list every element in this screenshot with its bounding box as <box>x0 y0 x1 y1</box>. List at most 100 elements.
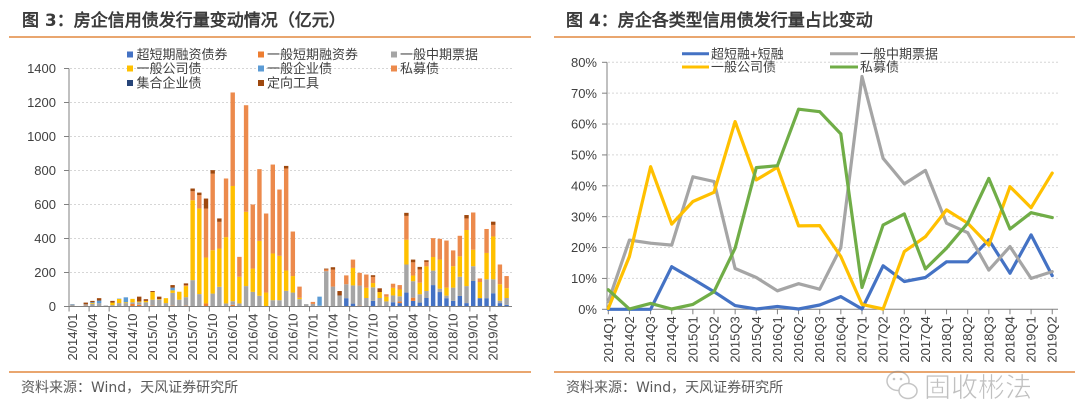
bar-segment-corporate-bond <box>504 288 509 298</box>
data-point-mtn: 2018Q1: 27.9% <box>945 221 948 225</box>
data-point-mtn: 2018Q2: 24.8% <box>966 231 970 235</box>
bar-segment-directional-tool <box>157 296 162 300</box>
bar-segment-mtn <box>370 287 376 301</box>
bar-segment-corporate-bond <box>290 276 296 293</box>
bar-segment-super-short-cp <box>477 298 483 307</box>
data-point-mtn: 2017Q2: 48.9% <box>881 156 885 160</box>
bar-segment-directional-tool <box>197 192 202 196</box>
bar-segment-super-short-cp <box>457 295 463 307</box>
bar-stack: 2017/11 <box>377 288 382 307</box>
bar-segment-corporate-bond <box>397 289 402 297</box>
bar-stack: 2017/08 <box>357 272 362 307</box>
data-point-mtn: 2018Q4: 20.3% <box>1008 245 1012 249</box>
bar-segment-mtn <box>384 301 389 307</box>
bar-segment-mtn <box>390 295 396 303</box>
bar-segment-private-placement <box>297 286 302 298</box>
x-tick-label: 2016Q3 <box>812 316 827 362</box>
bar-segment-super-short-cp <box>491 293 496 307</box>
bar-stack: 2017/02 <box>317 296 322 307</box>
bar-segment-private-placement <box>250 204 255 269</box>
bar-stack: 2015/01 <box>150 291 155 307</box>
bar-segment-corporate-bond <box>203 257 209 304</box>
data-point-private-placement: 2017Q4: 13.1% <box>924 267 927 271</box>
x-tick-label: 2014Q1 <box>601 316 616 362</box>
bar-segment-mtn <box>450 287 456 301</box>
data-point-corporate-bond: 2017Q2: 0.1% <box>881 307 885 311</box>
bar-segment-mtn <box>123 303 129 307</box>
bar-segment-super-short-cp <box>450 300 456 307</box>
data-point-mtn: 2015Q1: 42.9% <box>691 175 695 179</box>
bar-segment-mtn <box>424 291 429 298</box>
bar-stack: 2015/05 <box>177 291 182 307</box>
bar-segment-private-placement <box>270 164 275 254</box>
data-point-corporate-bond: 2018Q3: 20.8% <box>987 243 991 247</box>
y-tick-label: 400 <box>34 231 56 246</box>
x-tick-label: 2014Q2 <box>622 316 637 362</box>
bar-segment-corporate-bond <box>283 270 289 291</box>
bar-segment-corporate-bond <box>110 302 115 306</box>
data-point-mtn: 2017Q1: 75.4% <box>860 75 864 78</box>
bar-segment-corporate-bond <box>183 286 189 298</box>
bar-segment-directional-tool <box>337 291 342 296</box>
x-tick-label: 2015/01 <box>145 314 160 361</box>
bar-stack: 2016/12 <box>304 304 309 307</box>
bar-segment-mtn <box>116 303 122 307</box>
legend-swatch <box>258 80 264 86</box>
bar-segment-super-short-cp <box>484 298 489 307</box>
bar-segment-mtn <box>197 294 202 307</box>
bar-segment-corporate-bond <box>230 185 235 302</box>
legend-item: 定向工具 <box>258 76 319 91</box>
data-point-corporate-bond: 2014Q3: 46.2% <box>649 165 652 169</box>
bar-segment-super-short-cp <box>424 298 429 307</box>
bar-segment-corporate-bond <box>197 208 202 295</box>
left-title-divider <box>9 36 531 38</box>
bar-stack: 2016/06 <box>263 213 269 307</box>
bar-stack: 2018/05 <box>417 266 422 307</box>
data-point-mtn: 2014Q3: 21.4% <box>649 241 652 245</box>
bar-segment-corporate-bond <box>390 287 396 296</box>
bar-segment-corporate-bond <box>270 253 275 301</box>
bar-segment-mtn <box>430 270 436 286</box>
bar-segment-private-placement <box>491 224 496 237</box>
bar-stack: 2015/09 <box>203 198 209 307</box>
bar-segment-directional-tool <box>324 268 329 270</box>
bar-segment-enterprise-bond <box>90 302 95 304</box>
bar-segment-mtn <box>377 298 382 307</box>
bar-segment-mtn <box>504 298 509 305</box>
bar-stack: 2015/10 <box>210 170 215 307</box>
data-point-mtn: 2016Q4: 20% <box>839 246 843 250</box>
bar-segment-private-placement <box>183 285 189 287</box>
bar-segment-mtn <box>444 295 449 299</box>
x-tick-label: 2016/04 <box>245 314 260 361</box>
bar-segment-mtn <box>484 279 489 299</box>
data-point-mtn: 2015Q3: 13.2% <box>733 267 737 270</box>
bar-segment-private-placement <box>203 208 209 258</box>
bar-segment-short-cp <box>137 304 142 307</box>
bar-stack: 2016/05 <box>257 169 262 307</box>
bar-segment-directional-tool <box>424 260 429 262</box>
bar-segment-super-short-cp <box>497 303 503 307</box>
bar-segment-mtn <box>177 299 182 307</box>
legend-label: 超短融+短融 <box>711 46 784 61</box>
left-footer-divider <box>9 371 531 373</box>
data-point-private-placement: 2016Q2: 64.8% <box>797 107 800 111</box>
bar-segment-corporate-bond <box>143 300 149 303</box>
x-tick-label: 2014/01 <box>65 314 80 361</box>
bar-stack: 2018/01 <box>390 283 396 307</box>
x-tick-label: 2018Q1 <box>939 316 954 362</box>
bar-segment-super-short-cp <box>410 300 416 307</box>
x-tick-label: 2017Q2 <box>876 316 891 362</box>
data-point-mtn: 2014Q4: 20.8% <box>670 243 674 247</box>
right-footer-divider <box>554 371 1075 373</box>
legend-label: 一般中期票据 <box>400 47 478 62</box>
legend-item: 一般短期融资券 <box>258 47 358 62</box>
data-point-mtn: 2014Q2: 22.4% <box>628 238 631 242</box>
x-tick-label: 2017Q4 <box>918 316 933 362</box>
bar-stack: 2019/06 <box>504 276 509 307</box>
bar-segment-mtn <box>283 290 289 307</box>
data-point-corporate-bond: 2017Q1: 1.6% <box>860 303 864 306</box>
y-tick-label: 1400 <box>27 61 56 76</box>
x-tick-label: 2014Q3 <box>643 316 658 362</box>
data-point-corporate-bond: 2018Q4: 39.7% <box>1008 185 1012 189</box>
data-point-private-placement: 2018Q2: 27.9% <box>966 221 970 225</box>
